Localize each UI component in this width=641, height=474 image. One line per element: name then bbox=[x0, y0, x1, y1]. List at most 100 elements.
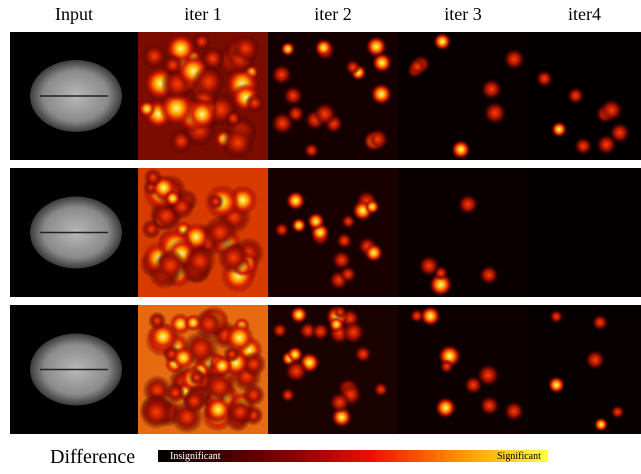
activation-spot bbox=[148, 311, 166, 329]
activation-spot bbox=[172, 346, 195, 369]
panel-background bbox=[398, 168, 528, 297]
activation-spot bbox=[504, 401, 525, 422]
activation-spot bbox=[592, 314, 609, 331]
image-panel bbox=[528, 32, 641, 160]
image-panel bbox=[398, 32, 528, 160]
image-panel bbox=[268, 305, 398, 434]
activation-spot bbox=[373, 382, 388, 397]
activation-spot bbox=[551, 121, 567, 137]
activation-spot bbox=[457, 194, 478, 215]
activation-spot bbox=[227, 398, 254, 425]
activation-spot bbox=[291, 218, 306, 233]
image-panel bbox=[268, 32, 398, 160]
activation-spot bbox=[164, 190, 181, 207]
activation-spot bbox=[600, 99, 623, 122]
activation-spot bbox=[139, 395, 174, 430]
activation-spot bbox=[225, 110, 242, 127]
image-panel bbox=[398, 168, 528, 297]
activation-spot bbox=[336, 232, 353, 249]
activation-spot bbox=[574, 137, 592, 155]
activation-spot bbox=[549, 309, 563, 323]
image-panel bbox=[10, 168, 138, 297]
image-panel bbox=[528, 168, 641, 297]
activation-spot bbox=[483, 101, 507, 125]
activation-spot bbox=[420, 306, 441, 327]
activation-spot bbox=[187, 99, 218, 130]
column-header: iter 3 bbox=[444, 4, 482, 24]
activation-spot bbox=[345, 59, 361, 75]
activation-spot bbox=[193, 32, 211, 50]
activation-spot bbox=[154, 249, 187, 282]
activation-spot bbox=[328, 316, 344, 332]
activation-spot bbox=[188, 369, 205, 386]
activation-spot bbox=[284, 359, 308, 383]
activation-spot bbox=[192, 65, 226, 99]
column-headers: Input iter 1 iter 2 iter 3 iter4 bbox=[55, 4, 601, 24]
activation-spot bbox=[610, 405, 624, 419]
activation-spot bbox=[503, 48, 525, 70]
activation-spot bbox=[364, 243, 383, 262]
activation-spot bbox=[433, 32, 451, 50]
activation-spot bbox=[221, 126, 255, 160]
activation-spot bbox=[596, 134, 617, 155]
activation-spot bbox=[329, 392, 351, 414]
legend-title: Difference bbox=[50, 446, 135, 468]
activation-spot bbox=[141, 43, 167, 69]
activation-spot bbox=[138, 100, 156, 118]
activation-spot bbox=[280, 42, 295, 57]
activation-spot bbox=[418, 255, 440, 277]
activation-spot bbox=[585, 350, 606, 371]
image-panel bbox=[528, 305, 641, 434]
activation-spot bbox=[182, 389, 206, 413]
activation-spot bbox=[594, 417, 608, 431]
activation-spot bbox=[435, 397, 456, 418]
activation-spot bbox=[286, 191, 306, 211]
activation-spot bbox=[365, 199, 380, 214]
activation-spot bbox=[274, 222, 290, 238]
activation-spot bbox=[271, 64, 293, 86]
image-panel bbox=[10, 305, 138, 434]
activation-spot bbox=[307, 212, 325, 230]
activation-spot bbox=[245, 93, 265, 113]
activation-spot bbox=[207, 193, 224, 210]
activation-spot bbox=[290, 306, 308, 324]
colorbar-low-label: Insignificant bbox=[170, 451, 221, 462]
image-panel bbox=[138, 168, 268, 297]
activation-spot bbox=[354, 345, 372, 363]
activation-spot bbox=[479, 395, 500, 416]
image-panel bbox=[398, 305, 528, 434]
image-panel bbox=[138, 32, 268, 160]
column-header: iter4 bbox=[568, 4, 601, 24]
activation-spot bbox=[567, 87, 584, 104]
activation-spot bbox=[184, 245, 216, 277]
image-grid bbox=[10, 32, 641, 434]
activation-spot bbox=[144, 168, 163, 187]
activation-spot bbox=[464, 375, 483, 394]
activation-spot bbox=[408, 58, 426, 76]
activation-spot bbox=[280, 388, 295, 403]
activation-spot bbox=[184, 314, 202, 332]
activation-spot bbox=[283, 85, 303, 105]
image-panel bbox=[10, 32, 138, 160]
activation-spot bbox=[367, 128, 389, 150]
activation-spot bbox=[332, 250, 352, 270]
activation-spot bbox=[481, 78, 503, 100]
activation-spot bbox=[536, 70, 554, 88]
activation-spot bbox=[341, 214, 356, 229]
activation-spot bbox=[311, 322, 330, 341]
activation-spot bbox=[304, 142, 320, 158]
activation-spot bbox=[439, 359, 454, 374]
column-header: Input bbox=[55, 4, 93, 24]
activation-spot bbox=[271, 112, 295, 136]
activation-spot bbox=[315, 39, 333, 57]
image-panel bbox=[268, 168, 398, 297]
image-panel bbox=[138, 305, 268, 434]
panel-background bbox=[528, 168, 641, 297]
activation-spot bbox=[217, 241, 249, 273]
column-header: iter 1 bbox=[184, 4, 222, 24]
activation-spot bbox=[451, 140, 471, 160]
column-header: iter 2 bbox=[314, 4, 352, 24]
activation-spot bbox=[479, 265, 499, 285]
activation-spot bbox=[272, 322, 288, 338]
activation-spot bbox=[141, 219, 161, 239]
